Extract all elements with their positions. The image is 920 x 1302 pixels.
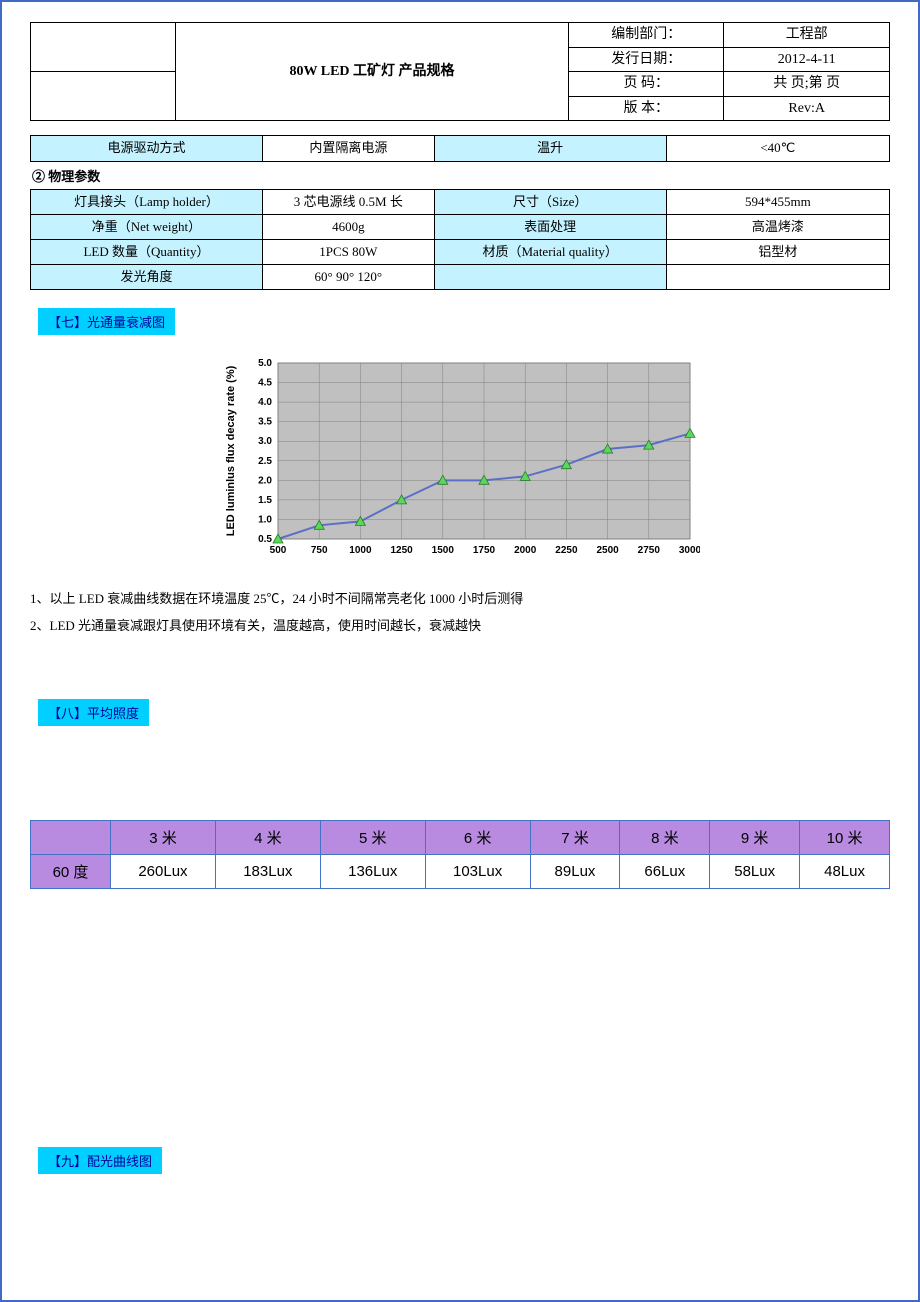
lux-value-cell: 136Lux [320,854,425,888]
svg-text:1750: 1750 [473,545,496,556]
notes-block: 1、以上 LED 衰减曲线数据在环境温度 25℃，24 小时不间隔常亮老化 10… [30,587,890,638]
svg-text:1.0: 1.0 [258,515,272,526]
hdr-value-3: Rev:A [788,101,825,116]
hdr-label-2: 页 码： [624,76,670,91]
spec-c2-value: <40℃ [760,140,795,155]
svg-text:2.0: 2.0 [258,476,272,487]
lux-header-cell [31,820,111,854]
spec-c2-label: 温升 [537,140,563,155]
spec-cell-label: 净重（Net weight） [31,214,263,239]
table-row: 发光角度60° 90° 120° [31,265,890,290]
svg-text:3.0: 3.0 [258,437,272,448]
physical-params-heading: ② 物理参数 [30,162,890,189]
hdr-value-1: 2012-4-11 [778,52,836,67]
lux-value-cell: 89Lux [530,854,620,888]
lux-value-cell: 103Lux [425,854,530,888]
spec-cell-value [666,265,889,290]
lux-value-cell: 260Lux [111,854,216,888]
svg-text:2750: 2750 [638,545,661,556]
svg-text:500: 500 [270,545,287,556]
hdr-value-0: 工程部 [786,27,828,42]
spec-cell-value: 铝型材 [666,239,889,264]
spec-cell-value: 1PCS 80W [262,239,434,264]
svg-text:4.0: 4.0 [258,397,272,408]
table-row: 净重（Net weight）4600g表面处理高温烤漆 [31,214,890,239]
svg-text:3.5: 3.5 [258,417,272,428]
svg-text:2500: 2500 [596,545,619,556]
doc-title: 80W LED 工矿灯 产品规格 [290,64,455,79]
svg-text:2000: 2000 [514,545,537,556]
lux-value-cell: 48Lux [800,854,890,888]
svg-text:5.0: 5.0 [258,358,272,369]
spec-cell-label: 尺寸（Size） [434,189,666,214]
svg-text:1.5: 1.5 [258,495,272,506]
svg-text:4.5: 4.5 [258,378,272,389]
spec-cell-label: 材质（Material quality） [434,239,666,264]
spec-cell-value: 高温烤漆 [666,214,889,239]
svg-text:0.5: 0.5 [258,534,272,545]
spec-c1-value: 内置隔离电源 [309,140,387,155]
spec-cell-value: 4600g [262,214,434,239]
lux-header-cell: 6 米 [425,820,530,854]
table-row: 灯具接头（Lamp holder）3 芯电源线 0.5M 长尺寸（Size）59… [31,189,890,214]
hdr-label-1: 发行日期： [611,52,681,67]
svg-text:2.5: 2.5 [258,456,272,467]
lux-value-cell: 183Lux [215,854,320,888]
spec-c1-label: 电源驱动方式 [107,140,185,155]
physical-params-table: 灯具接头（Lamp holder）3 芯电源线 0.5M 长尺寸（Size）59… [30,189,890,291]
spec-cell-value: 594*455mm [666,189,889,214]
svg-text:750: 750 [311,545,328,556]
lux-header-cell: 4 米 [215,820,320,854]
lux-header-cell: 8 米 [620,820,710,854]
spec-cell-label: 灯具接头（Lamp holder） [31,189,263,214]
svg-text:LED luminlus flux decay rate (: LED luminlus flux decay rate (%) [225,366,237,537]
lux-header-cell: 7 米 [530,820,620,854]
lux-header-cell: 10 米 [800,820,890,854]
spec-row-table: 电源驱动方式 内置隔离电源 温升 <40℃ [30,135,890,161]
note-2: 2、LED 光通量衰减跟灯具使用环境有关，温度越高，使用时间越长，衰减越快 [30,614,890,639]
spec-cell-label: LED 数量（Quantity） [31,239,263,264]
spec-cell-label: 发光角度 [31,265,263,290]
spec-cell-value: 60° 90° 120° [262,265,434,290]
section-7-badge: 【七】光通量衰减图 [38,308,175,335]
table-row: 60 度260Lux183Lux136Lux103Lux89Lux66Lux58… [31,854,890,888]
svg-text:1500: 1500 [432,545,455,556]
table-row: LED 数量（Quantity）1PCS 80W材质（Material qual… [31,239,890,264]
hdr-value-2: 共 页;第 页 [773,76,840,91]
lux-header-cell: 5 米 [320,820,425,854]
svg-text:1000: 1000 [349,545,372,556]
table-row: 电源驱动方式 内置隔离电源 温升 <40℃ [31,136,890,161]
svg-text:2250: 2250 [555,545,578,556]
section-9-badge: 【九】配光曲线图 [38,1147,162,1174]
decay-chart: 0.5 1.0 1.5 2.0 2.5 3.0 3.5 4.0 4.5 5.0 500 750 1000… [220,355,700,569]
hdr-label-3: 版 本： [624,101,670,116]
table-row: 3 米4 米5 米6 米7 米8 米9 米10 米 [31,820,890,854]
hdr-label-0: 编制部门： [611,27,681,42]
lux-row-label: 60 度 [31,854,111,888]
lux-value-cell: 58Lux [710,854,800,888]
lux-header-cell: 3 米 [111,820,216,854]
svg-text:3000: 3000 [679,545,700,556]
svg-text:1250: 1250 [390,545,413,556]
lux-value-cell: 66Lux [620,854,710,888]
spec-cell-value: 3 芯电源线 0.5M 长 [262,189,434,214]
document-header-table: 80W LED 工矿灯 产品规格 编制部门： 工程部 发行日期： 2012-4-… [30,22,890,121]
section-8-badge: 【八】平均照度 [38,699,149,726]
spec-cell-label [434,265,666,290]
lux-table: 3 米4 米5 米6 米7 米8 米9 米10 米 60 度260Lux183L… [30,820,890,889]
page-frame: 80W LED 工矿灯 产品规格 编制部门： 工程部 发行日期： 2012-4-… [0,0,920,1302]
note-1: 1、以上 LED 衰减曲线数据在环境温度 25℃，24 小时不间隔常亮老化 10… [30,587,890,612]
lux-header-cell: 9 米 [710,820,800,854]
spec-cell-label: 表面处理 [434,214,666,239]
decay-chart-svg: 0.5 1.0 1.5 2.0 2.5 3.0 3.5 4.0 4.5 5.0 500 750 1000… [220,355,700,565]
